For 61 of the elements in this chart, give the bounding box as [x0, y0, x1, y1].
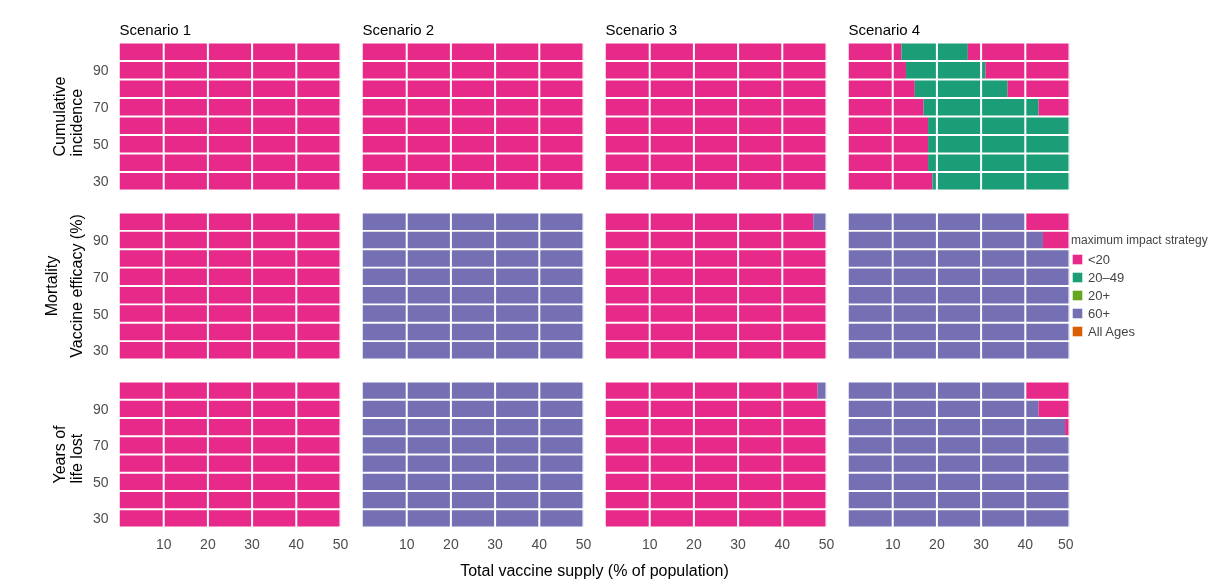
legend-label: 60+ [1088, 305, 1111, 321]
legend-label: All Ages [1088, 323, 1135, 339]
chart-title: Scenario 3 [605, 20, 678, 38]
bar [848, 491, 1070, 509]
y-tick-label: 70 [92, 268, 109, 285]
text: Years of life lost [50, 424, 85, 484]
x-tick-label: 10 [641, 535, 658, 552]
bar [848, 400, 1039, 418]
x-tick-label: 50 [575, 535, 592, 552]
bar [848, 172, 933, 190]
bar [848, 382, 1026, 399]
bar [1038, 98, 1070, 116]
y-tick-label: 70 [92, 437, 109, 454]
text: Mortality [42, 255, 60, 317]
x-tick-label: 50 [818, 535, 835, 552]
x-tick-label: 30 [730, 535, 747, 552]
bar [1025, 382, 1070, 399]
bar [848, 43, 902, 61]
bar [848, 510, 1070, 527]
y-tick-label: 90 [92, 232, 109, 249]
y-tick-label: 30 [92, 173, 109, 190]
y-axis-title: Vaccine efficacy (%) [67, 214, 85, 358]
x-tick-label: 30 [244, 535, 261, 552]
x-tick-label: 40 [1017, 535, 1034, 552]
y-tick-label: 30 [92, 510, 109, 527]
y-tick-label: 90 [92, 62, 109, 79]
chart-title: Scenario 4 [848, 20, 921, 38]
chart-title: Scenario 1 [119, 20, 192, 38]
y-tick-label: 50 [92, 473, 109, 490]
y-tick-label: 50 [92, 305, 109, 322]
y-tick-label: 90 [92, 400, 109, 417]
legend-title: maximum impact strategy [1071, 232, 1208, 247]
x-tick-label: 10 [155, 535, 172, 552]
y-tick-label: 50 [92, 136, 109, 153]
x-tick-label: 40 [531, 535, 548, 552]
x-tick-label: 20 [929, 535, 945, 552]
bar [848, 418, 1066, 436]
x-tick-label: 50 [1057, 535, 1074, 552]
bar [848, 473, 1070, 491]
bar [901, 43, 968, 61]
text: Cumulative incidence [50, 76, 85, 157]
legend-label: 20+ [1088, 287, 1111, 303]
legend-label: 20–49 [1088, 269, 1125, 285]
x-tick-label: 40 [774, 535, 791, 552]
x-tick-label: 10 [884, 535, 901, 552]
x-tick-label: 20 [200, 535, 216, 552]
legend-label: <20 [1088, 251, 1111, 267]
x-tick-label: 40 [288, 535, 305, 552]
x-axis-title: Total vaccine supply (% of population) [460, 561, 729, 581]
x-tick-label: 10 [398, 535, 415, 552]
bar [967, 43, 1070, 61]
y-tick-label: 70 [92, 99, 109, 116]
x-tick-label: 20 [443, 535, 459, 552]
y-tick-label: 30 [92, 342, 109, 359]
x-tick-label: 30 [487, 535, 504, 552]
x-tick-label: 30 [973, 535, 990, 552]
bar [932, 172, 1070, 190]
x-tick-label: 20 [686, 535, 702, 552]
chart-title: Scenario 2 [362, 20, 435, 38]
bar [1038, 400, 1070, 418]
x-tick-label: 50 [332, 535, 349, 552]
